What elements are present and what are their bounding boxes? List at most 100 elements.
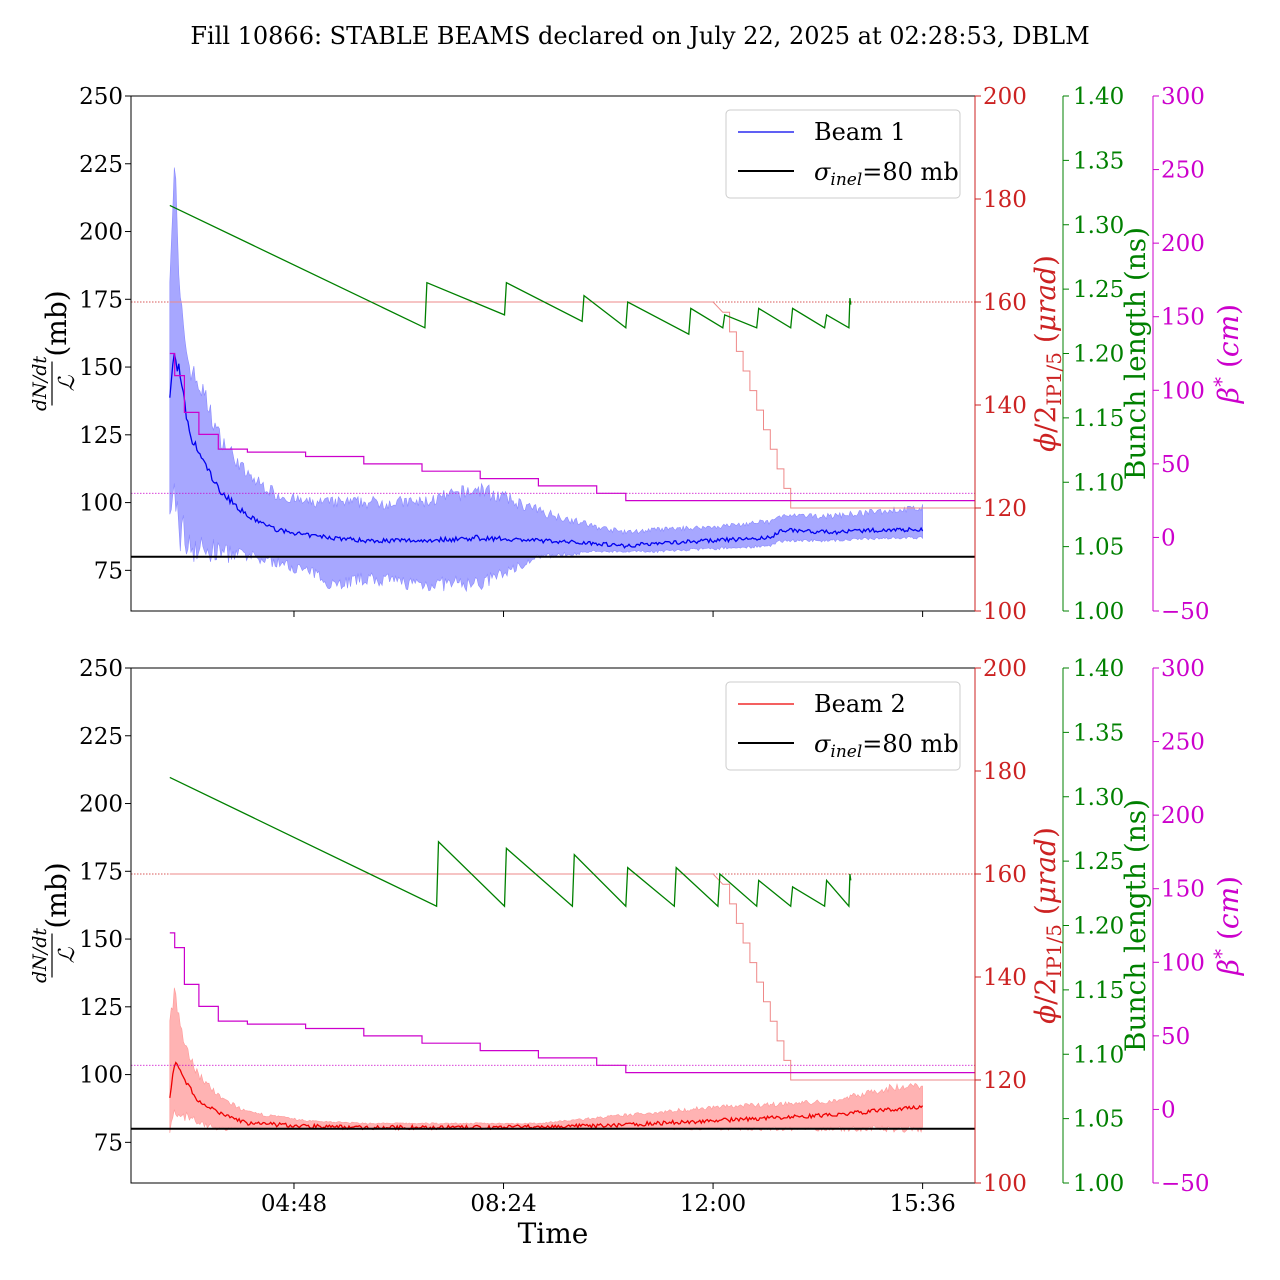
- red-axis-tick-label: 120: [983, 1068, 1027, 1094]
- green-axis-tick-label: 1.35: [1073, 148, 1124, 174]
- bunch-length-line: [169, 204, 852, 336]
- magenta-axis-tick-label: 200: [1161, 231, 1205, 257]
- left-axis-label-numerator: dN/dt: [29, 356, 51, 411]
- left-axis-tick-label: 250: [79, 84, 123, 110]
- red-axis-tick-label: 100: [983, 599, 1027, 625]
- magenta-axis-label-text: β* (cm): [1209, 304, 1245, 404]
- green-axis-tick-label: 1.00: [1073, 1171, 1124, 1197]
- red-axis-tick-label: 180: [983, 187, 1027, 213]
- green-axis-tick-label: 1.20: [1073, 342, 1124, 368]
- red-axis-tick-label: 160: [983, 862, 1027, 888]
- left-axis-tick-label: 100: [79, 1063, 123, 1089]
- left-axis-tick-label: 150: [79, 355, 123, 381]
- magenta-axis-tick-label: 0: [1161, 525, 1176, 551]
- left-axis-tick-label: 200: [79, 792, 123, 818]
- left-axis-tick-label: 250: [79, 656, 123, 682]
- left-axis-tick-label: 75: [94, 1130, 123, 1156]
- left-axis-tick-label: 150: [79, 927, 123, 953]
- red-axis-tick-label: 120: [983, 496, 1027, 522]
- left-axis-tick-label: 100: [79, 491, 123, 517]
- magenta-axis-tick-label: 300: [1161, 84, 1205, 110]
- legend-beam-label: Beam 1: [814, 118, 906, 146]
- red-axis-label: ϕ/2IP1/5 (μrad): [1029, 255, 1066, 452]
- magenta-axis-tick-label: 250: [1161, 730, 1205, 756]
- red-axis-label-text: ϕ/2IP1/5 (μrad): [1029, 827, 1066, 1024]
- panel-bottom: 75 100 125 150 175 200 225 250 100 120 140 160 180 20…: [29, 656, 1245, 1217]
- magenta-axis-tick-label: 250: [1161, 158, 1205, 184]
- magenta-axis-tick-label: 100: [1161, 378, 1205, 404]
- red-axis-tick-label: 180: [983, 759, 1027, 785]
- green-axis-tick-label: 1.35: [1073, 720, 1124, 746]
- x-axis-tick-label: 04:48: [261, 1191, 327, 1217]
- left-axis-label-numerator: dN/dt: [29, 928, 51, 983]
- left-axis-label-denominator: ℒ: [55, 946, 80, 963]
- green-axis-tick-label: 1.00: [1073, 599, 1124, 625]
- green-axis-label: Bunch length (ns): [1119, 227, 1152, 480]
- legend-sigma-label: σinel=80 mb: [814, 158, 959, 190]
- left-axis-tick-label: 125: [79, 423, 123, 449]
- red-axis-tick-label: 140: [983, 393, 1027, 419]
- green-axis-tick-label: 1.15: [1073, 978, 1124, 1004]
- bunch-length-line: [169, 776, 852, 908]
- left-axis-tick-label: 175: [79, 287, 123, 313]
- beta-star-line: [169, 932, 975, 1074]
- left-axis-tick-label: 200: [79, 220, 123, 246]
- beta-star-line: [169, 352, 975, 502]
- green-axis-tick-label: 1.30: [1073, 785, 1124, 811]
- beam1-band: [169, 167, 923, 593]
- legend-sigma-label: σinel=80 mb: [814, 730, 959, 762]
- beam1-line: [169, 353, 924, 549]
- magenta-axis-tick-label: 200: [1161, 803, 1205, 829]
- green-axis-tick-label: 1.25: [1073, 849, 1124, 875]
- green-axis-tick-label: 1.20: [1073, 914, 1124, 940]
- green-axis-label: Bunch length (ns): [1119, 799, 1152, 1052]
- x-axis-tick-label: 12:00: [680, 1191, 746, 1217]
- left-axis-tick-label: 225: [79, 724, 123, 750]
- red-axis-label: ϕ/2IP1/5 (μrad): [1029, 827, 1066, 1024]
- x-axis-tick-label: 15:36: [889, 1191, 955, 1217]
- green-axis-tick-label: 1.05: [1073, 1107, 1124, 1133]
- left-axis-label-denominator: ℒ: [55, 374, 80, 391]
- green-axis-label-text: Bunch length (ns): [1119, 799, 1152, 1052]
- panel-top: 75 100 125 150 175 200 225 250 100 120 140 160 180 20…: [29, 84, 1245, 625]
- chart-title: Fill 10866: STABLE BEAMS declared on Jul…: [190, 22, 1089, 50]
- green-axis-tick-label: 1.25: [1073, 277, 1124, 303]
- magenta-axis-label-text: β* (cm): [1209, 876, 1245, 976]
- magenta-axis-tick-label: −50: [1161, 599, 1210, 625]
- magenta-axis-tick-label: 100: [1161, 950, 1205, 976]
- magenta-axis-tick-label: 50: [1161, 1024, 1190, 1050]
- left-axis-label-unit: (mb): [40, 290, 73, 356]
- green-axis-tick-label: 1.15: [1073, 406, 1124, 432]
- beam2-line: [169, 1061, 924, 1131]
- green-axis-tick-label: 1.05: [1073, 535, 1124, 561]
- green-axis-tick-label: 1.40: [1073, 84, 1124, 110]
- green-axis-tick-label: 1.40: [1073, 656, 1124, 682]
- legend: Beam 2 σinel=80 mb: [725, 681, 961, 771]
- magenta-axis-tick-label: 150: [1161, 877, 1205, 903]
- green-axis-tick-label: 1.10: [1073, 470, 1124, 496]
- red-axis-label-text: ϕ/2IP1/5 (μrad): [1029, 255, 1066, 452]
- magenta-axis-label: β* (cm): [1209, 876, 1245, 976]
- red-axis-tick-label: 100: [983, 1171, 1027, 1197]
- magenta-axis-tick-label: 50: [1161, 452, 1190, 478]
- left-axis-tick-label: 75: [94, 558, 123, 584]
- green-axis-label-text: Bunch length (ns): [1119, 227, 1152, 480]
- legend-beam-label: Beam 2: [814, 690, 906, 718]
- beam2-band: [169, 987, 923, 1133]
- magenta-axis-tick-label: 300: [1161, 656, 1205, 682]
- left-axis-tick-label: 175: [79, 859, 123, 885]
- magenta-axis-label: β* (cm): [1209, 304, 1245, 404]
- x-axis-label: Time: [518, 1217, 589, 1250]
- crossing-angle-line: [169, 873, 975, 1081]
- legend: Beam 1 σinel=80 mb: [725, 109, 961, 199]
- left-axis-tick-label: 225: [79, 152, 123, 178]
- left-axis-tick-label: 125: [79, 995, 123, 1021]
- red-axis-tick-label: 200: [983, 84, 1027, 110]
- magenta-axis-tick-label: 0: [1161, 1097, 1176, 1123]
- red-axis-tick-label: 160: [983, 290, 1027, 316]
- green-axis-tick-label: 1.10: [1073, 1042, 1124, 1068]
- red-axis-tick-label: 140: [983, 965, 1027, 991]
- left-axis-label: dN/dt ℒ (mb): [29, 290, 80, 411]
- red-axis-tick-label: 200: [983, 656, 1027, 682]
